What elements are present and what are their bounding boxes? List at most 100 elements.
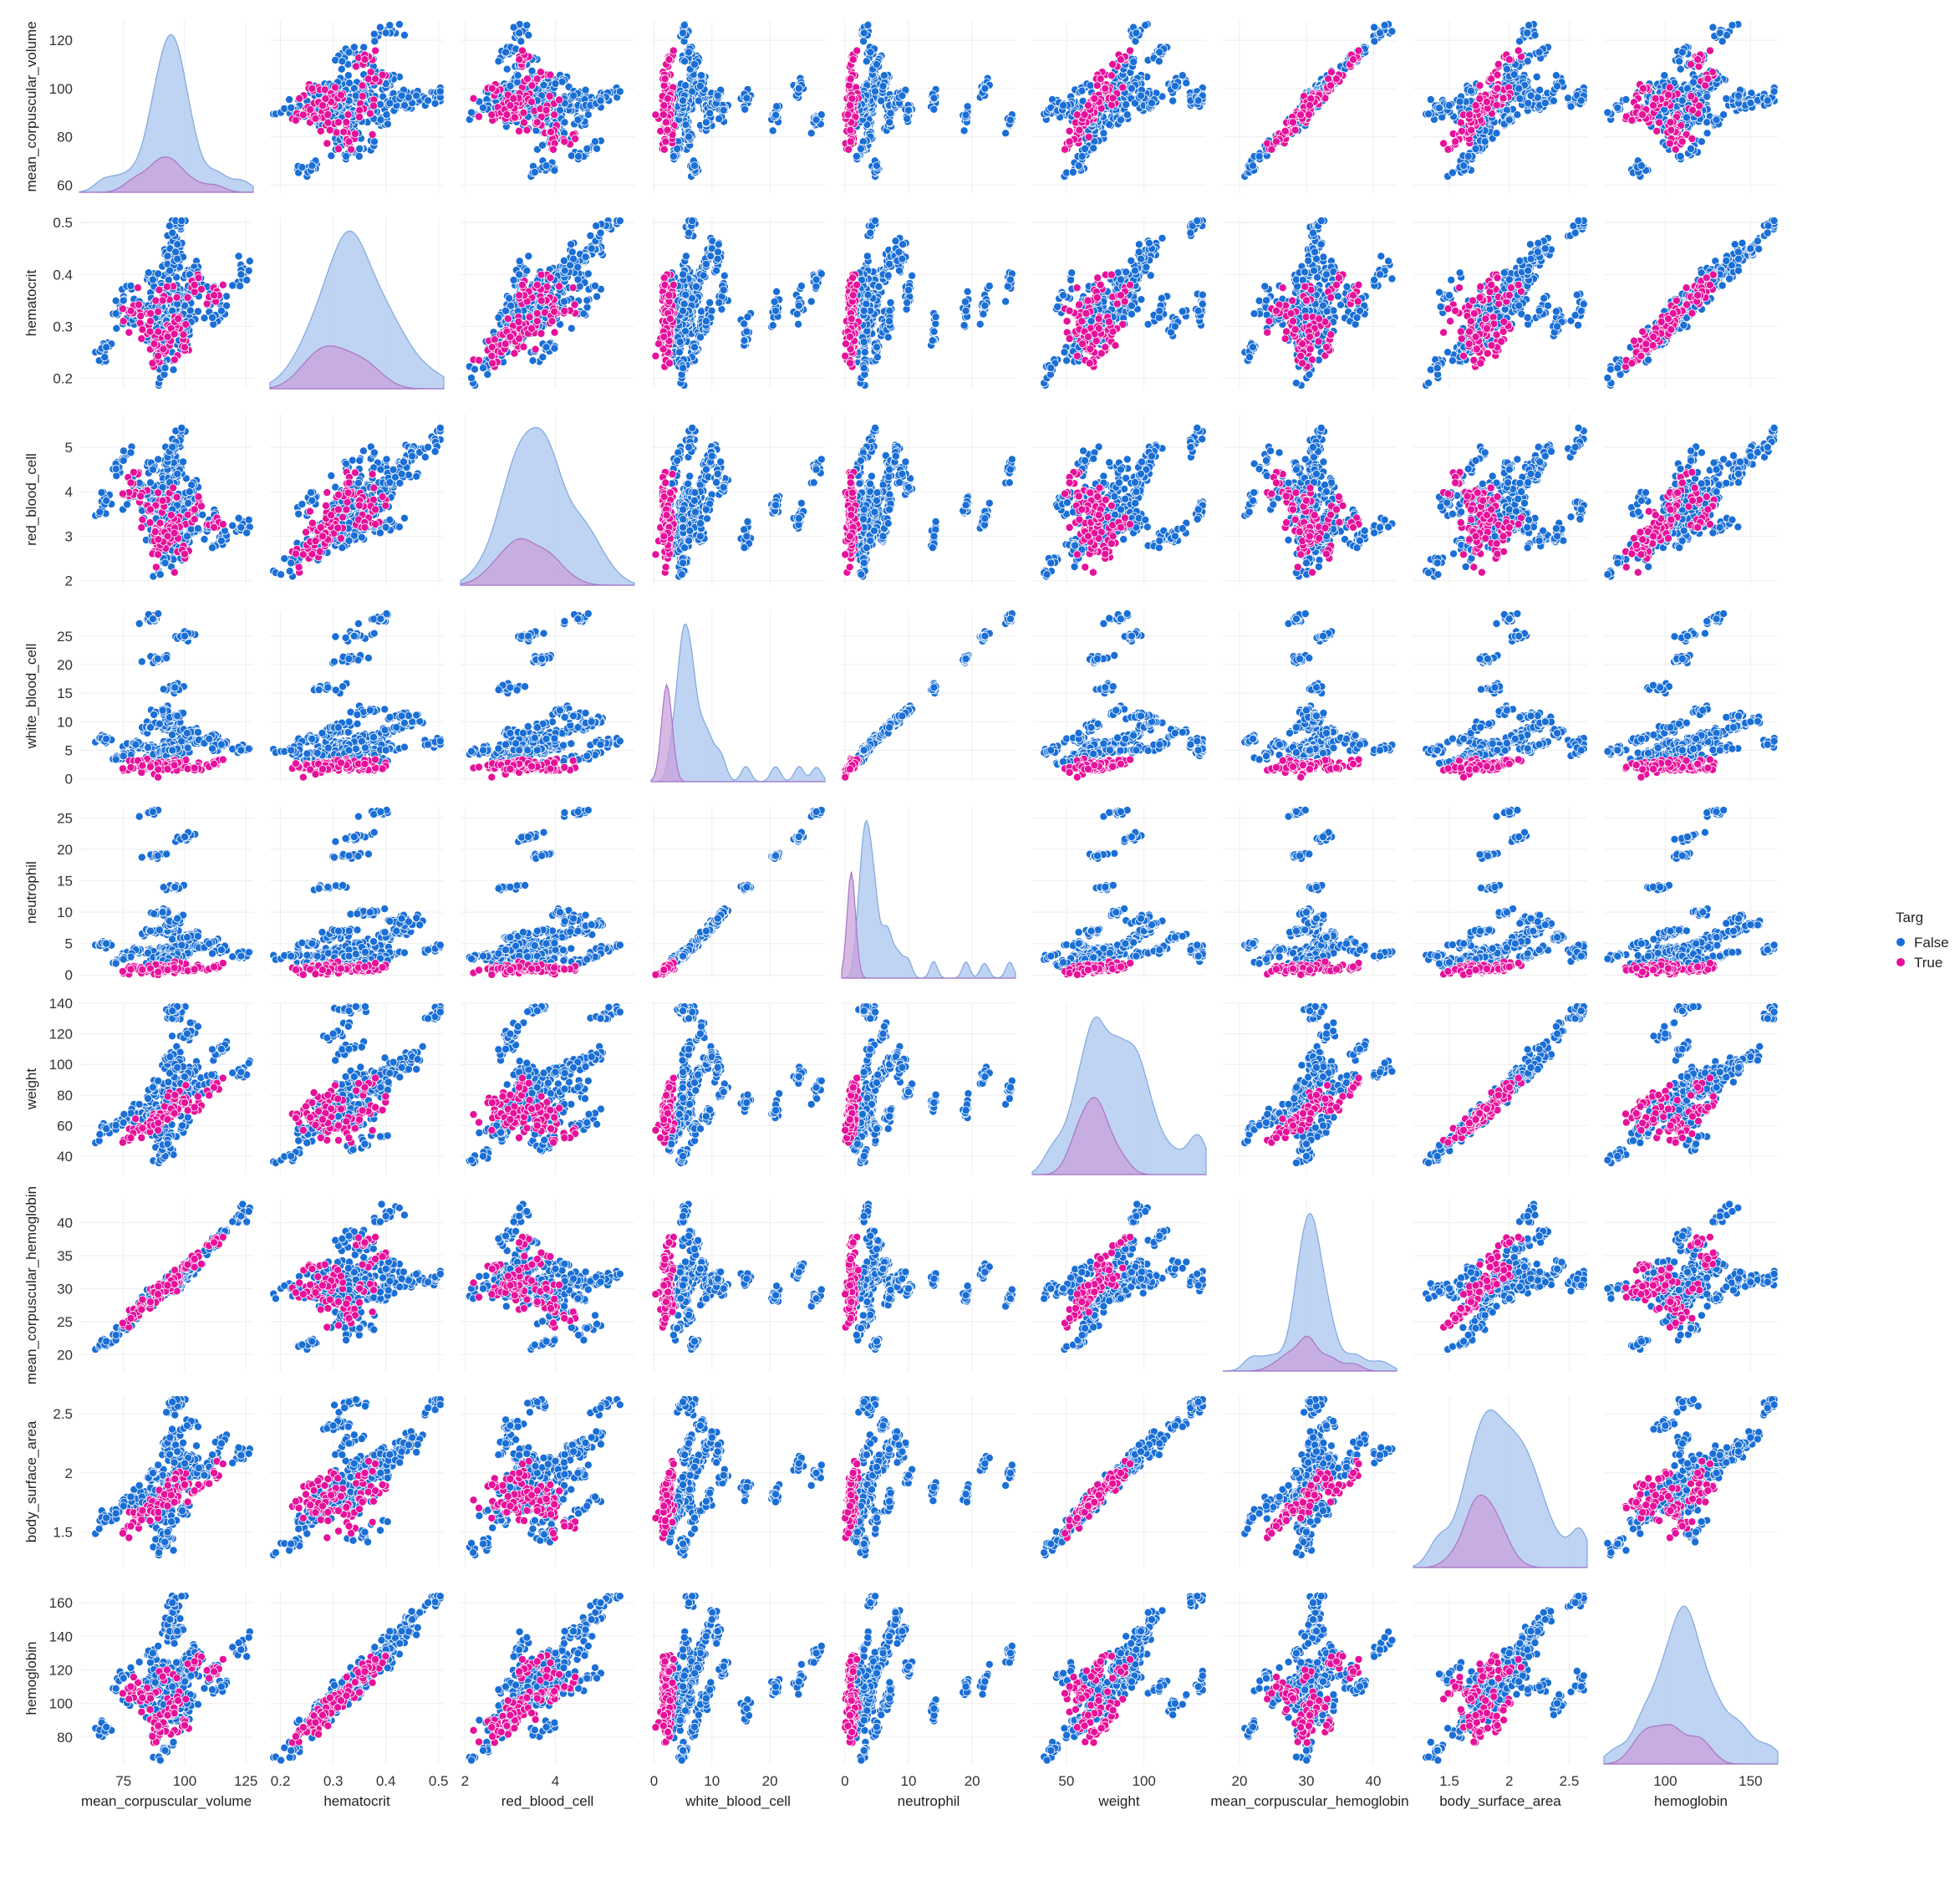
point-true — [847, 75, 854, 83]
point-false — [680, 97, 687, 104]
point-true — [507, 102, 514, 110]
point-true — [296, 94, 303, 102]
point-false — [570, 92, 578, 99]
point-false — [743, 94, 751, 102]
scatter-points — [466, 21, 624, 181]
point-false — [501, 48, 509, 56]
point-true — [662, 119, 669, 126]
point-true — [523, 126, 531, 134]
point-false — [298, 164, 306, 171]
point-true — [533, 119, 541, 126]
point-false — [345, 48, 353, 56]
point-false — [345, 79, 353, 87]
point-false — [690, 162, 698, 170]
point-true — [323, 140, 331, 147]
point-false — [685, 133, 693, 140]
point-true — [520, 119, 527, 126]
point-true — [664, 126, 671, 134]
scatter-points — [1041, 21, 1207, 181]
point-false — [863, 58, 870, 65]
point-false — [400, 32, 408, 39]
point-true — [665, 56, 673, 64]
point-true — [533, 75, 541, 83]
point-false — [769, 127, 776, 135]
point-false — [551, 166, 558, 174]
point-false — [574, 116, 582, 124]
point-false — [593, 145, 601, 152]
point-false — [377, 116, 384, 124]
point-false — [867, 48, 874, 56]
point-true — [359, 82, 366, 89]
point-false — [690, 60, 698, 68]
point-true — [372, 75, 379, 83]
y-tick-label: 80 — [57, 130, 73, 145]
point-false — [1002, 130, 1010, 137]
point-true — [379, 71, 386, 79]
point-false — [525, 32, 532, 39]
point-false — [328, 152, 335, 160]
point-true — [369, 102, 377, 110]
point-false — [616, 88, 624, 95]
point-true — [516, 56, 523, 64]
point-true — [353, 63, 360, 70]
point-false — [436, 88, 444, 95]
point-true — [515, 127, 522, 135]
point-true — [475, 113, 482, 120]
point-false — [904, 115, 911, 123]
point-false — [584, 111, 592, 119]
point-false — [338, 65, 345, 73]
point-false — [343, 153, 350, 161]
point-false — [807, 130, 815, 137]
point-false — [538, 141, 546, 149]
point-false — [680, 29, 687, 37]
pair-cell-mean_corpuscular_volume-vs-red_blood_cell — [461, 21, 634, 193]
point-false — [695, 97, 702, 104]
pair-cell-mean_corpuscular_volume-vs-white_blood_cell — [651, 21, 825, 193]
point-false — [857, 145, 864, 152]
point-false — [591, 138, 598, 145]
point-false — [540, 81, 547, 89]
point-true — [355, 113, 363, 120]
point-true — [528, 82, 536, 89]
point-false — [981, 84, 989, 92]
point-false — [964, 103, 971, 110]
point-false — [495, 58, 502, 65]
point-false — [962, 111, 970, 119]
point-true — [334, 145, 342, 153]
point-false — [812, 116, 820, 124]
point-false — [382, 29, 389, 37]
point-true — [348, 145, 355, 153]
point-false — [405, 94, 412, 101]
point-true — [351, 130, 359, 137]
point-false — [930, 94, 938, 102]
point-true — [317, 127, 324, 135]
point-true — [364, 75, 372, 83]
point-true — [547, 128, 555, 135]
point-true — [664, 94, 671, 102]
point-true — [361, 56, 369, 64]
point-true — [551, 111, 558, 119]
point-true — [853, 47, 861, 54]
y-tick-label: 100 — [49, 81, 73, 97]
point-true — [849, 56, 857, 64]
point-false — [873, 60, 880, 68]
y-tick-label: 60 — [57, 177, 73, 193]
point-false — [880, 72, 888, 79]
point-false — [400, 101, 408, 109]
point-true — [345, 138, 353, 145]
point-false — [582, 86, 589, 94]
pair-cell-mean_corpuscular_volume-vs-weight — [1032, 21, 1206, 193]
point-true — [523, 75, 531, 83]
point-false — [561, 119, 568, 126]
point-true — [556, 96, 563, 104]
point-false — [904, 106, 912, 114]
point-false — [344, 72, 352, 79]
scatter-points — [652, 21, 826, 181]
point-true — [661, 75, 669, 83]
point-true — [337, 91, 344, 99]
point-false — [523, 22, 531, 29]
point-true — [308, 84, 316, 92]
point-false — [715, 115, 723, 123]
point-false — [681, 58, 689, 65]
